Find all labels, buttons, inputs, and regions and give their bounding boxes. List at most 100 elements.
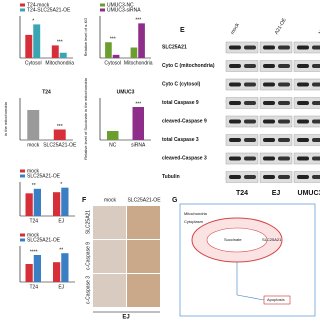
row-label: cleaved-Caspase 9 bbox=[162, 118, 207, 124]
bar bbox=[138, 23, 145, 59]
blot-strip bbox=[259, 115, 293, 128]
group-label: EJ bbox=[272, 190, 281, 197]
band bbox=[244, 45, 256, 50]
diagram-label: Apoptosis bbox=[267, 297, 285, 302]
band bbox=[263, 101, 275, 105]
row-label: c-Caspase 3 bbox=[85, 276, 91, 304]
x-tick-label: Mitochondria bbox=[124, 60, 153, 66]
band bbox=[278, 119, 290, 124]
panel-label: E bbox=[180, 27, 185, 34]
band bbox=[278, 156, 290, 161]
bar bbox=[27, 110, 40, 140]
band bbox=[297, 45, 309, 50]
bar bbox=[33, 255, 41, 282]
legend-label: mock bbox=[27, 168, 39, 174]
row-label: Tubulin bbox=[162, 174, 180, 180]
legend-swatch bbox=[20, 3, 25, 7]
diagram-label: SLC25A21 bbox=[262, 237, 282, 242]
band bbox=[229, 64, 241, 68]
band bbox=[244, 119, 256, 124]
row-label: SLC25A21 bbox=[162, 44, 187, 50]
band bbox=[297, 64, 309, 68]
band bbox=[312, 156, 320, 161]
band bbox=[244, 156, 256, 161]
legend-label: SLC25A21-OE bbox=[27, 173, 61, 179]
row-label: c-Caspase 9 bbox=[85, 242, 91, 270]
legend-label: SLC25A21-OE bbox=[27, 237, 61, 243]
band bbox=[229, 175, 241, 179]
band bbox=[278, 138, 290, 142]
x-tick-label: mock bbox=[27, 142, 39, 148]
band bbox=[263, 45, 275, 50]
band bbox=[297, 82, 309, 87]
blot-strip bbox=[225, 97, 259, 109]
band bbox=[312, 101, 320, 105]
blot-strip bbox=[259, 41, 293, 54]
group-label: EJ bbox=[122, 315, 129, 320]
blot-strip bbox=[225, 152, 259, 165]
band bbox=[312, 82, 320, 87]
ihc-image bbox=[127, 206, 160, 239]
y-axis-label: Relative level of Succinate in the mitoc… bbox=[83, 77, 88, 160]
band bbox=[297, 101, 309, 105]
band bbox=[263, 119, 275, 124]
band bbox=[229, 156, 241, 161]
band bbox=[312, 138, 320, 142]
bar bbox=[107, 131, 119, 140]
x-tick-label: siRNA bbox=[131, 142, 146, 148]
band bbox=[297, 156, 309, 161]
band bbox=[278, 101, 290, 105]
blot-strip bbox=[225, 41, 259, 54]
column-label: mock bbox=[230, 22, 241, 36]
legend-swatch bbox=[20, 174, 25, 178]
inner-matrix bbox=[206, 227, 268, 253]
arrow bbox=[236, 294, 265, 301]
significance: ** bbox=[32, 183, 36, 189]
x-tick-label: NC bbox=[109, 142, 117, 148]
bar bbox=[132, 107, 144, 140]
band bbox=[312, 119, 320, 124]
chart-title: UMUC3 bbox=[117, 89, 135, 95]
blot-strip bbox=[225, 171, 259, 183]
band bbox=[229, 82, 241, 87]
significance: *** bbox=[57, 124, 63, 130]
band bbox=[229, 101, 241, 105]
diagram-label: Cytoplasm bbox=[184, 219, 204, 224]
bar bbox=[61, 187, 69, 216]
blot-strip bbox=[259, 152, 293, 165]
x-tick-label: T24 bbox=[29, 284, 38, 290]
blot-strip bbox=[225, 134, 259, 146]
row-label: total Caspase 9 bbox=[162, 100, 199, 106]
row-label: cleaved-Caspase 3 bbox=[162, 155, 207, 161]
bar bbox=[105, 42, 112, 58]
bar bbox=[51, 45, 59, 58]
diagram-label: Mitochondria bbox=[184, 211, 208, 216]
row-label: Cyto C (mitochondria) bbox=[162, 63, 215, 69]
x-tick-label: Cytosol bbox=[25, 60, 42, 66]
panel-label: G bbox=[172, 197, 178, 204]
x-tick-label: SLC25A21-OE bbox=[43, 142, 77, 148]
x-tick-label: T24 bbox=[29, 218, 38, 224]
x-tick-label: Mitochondria bbox=[45, 60, 74, 66]
significance: *** bbox=[135, 101, 141, 107]
band bbox=[244, 82, 256, 87]
band bbox=[229, 138, 241, 142]
legend-label: T24-SLC25A21-OE bbox=[27, 7, 71, 13]
band bbox=[312, 45, 320, 50]
band bbox=[278, 175, 290, 179]
band bbox=[244, 101, 256, 105]
band bbox=[263, 82, 275, 87]
column-label: NC bbox=[318, 26, 320, 36]
legend-label: UMUC3-siRNA bbox=[107, 7, 141, 13]
row-label: Cyto C (cytosol) bbox=[162, 81, 201, 87]
bar bbox=[25, 264, 33, 282]
band bbox=[278, 45, 290, 50]
band bbox=[297, 175, 309, 179]
bar bbox=[61, 253, 69, 282]
x-tick-label: EJ bbox=[58, 284, 64, 290]
band bbox=[263, 138, 275, 142]
column-label: mock bbox=[104, 197, 116, 203]
significance: * bbox=[60, 182, 62, 188]
